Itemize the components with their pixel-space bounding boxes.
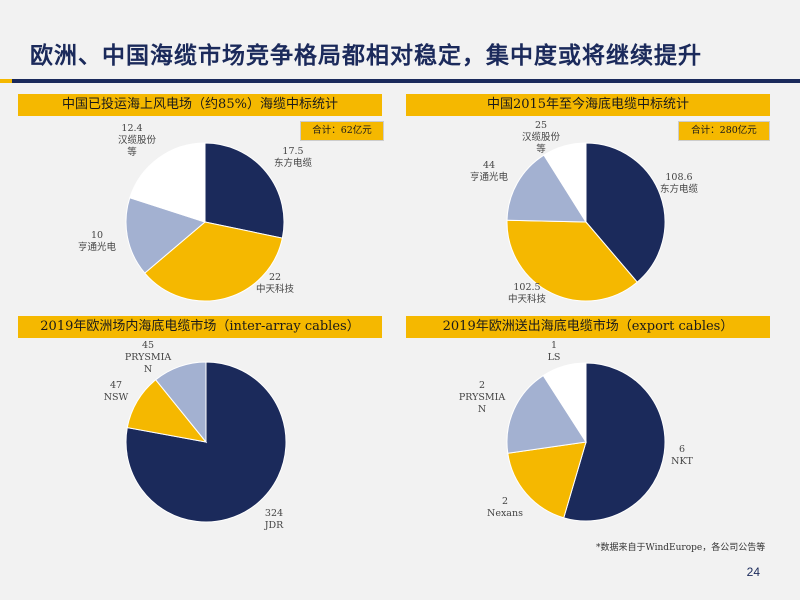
chart-2-label-hanlan-value: 25: [534, 120, 548, 131]
chart-4-slice-3: [506, 374, 587, 454]
chart-2-label-zhongtian: 102.5 中天科技: [502, 282, 552, 306]
chart-2-slice-3: [506, 154, 587, 223]
chart-1-label-hengtong: 10 亨通光电: [72, 230, 122, 254]
title-underline: [0, 79, 800, 83]
chart-1-label-hanlan-value: 12.4: [121, 123, 143, 134]
chart-4-label-nexans-name: Nexans: [487, 508, 523, 519]
chart-4-label-ls-value: 1: [550, 340, 558, 351]
chart-3-label-jdr: 324 JDR: [254, 508, 294, 532]
chart-4-slice-1: [563, 362, 666, 522]
chart-2-label-hengtong: 44 亨通光电: [464, 160, 514, 184]
chart-1-label-zhongtian-value: 22: [268, 272, 282, 283]
chart-3-slice-3: [155, 361, 207, 444]
chart-2-label-hengtong-name: 亨通光电: [469, 172, 508, 183]
chart-2-slice-4: [543, 142, 587, 224]
title-accent-bar: [0, 79, 12, 83]
chart-4-slice-2: [507, 441, 587, 519]
chart-2-slice-2: [506, 219, 638, 302]
page-title: 欧洲、中国海缆市场竞争格局都相对稳定，集中度或将继续提升: [30, 42, 702, 69]
chart-2-label-hanlan: 25 汉缆股份 等: [516, 120, 566, 156]
chart-1-slice-1: [204, 142, 285, 239]
chart-2-label-hengtong-value: 44: [482, 160, 496, 171]
chart-1-label-zhongtian: 22 中天科技: [250, 272, 300, 296]
chart-3-label-prysmian-name-2: N: [143, 364, 153, 375]
chart-4-label-ls-name: LS: [547, 352, 561, 363]
chart-3-label-prysmian-value: 45: [141, 340, 155, 351]
page-number: 24: [746, 565, 760, 579]
chart-4-label-nkt-value: 6: [678, 444, 686, 455]
chart-1-label-hanlan-name-2: 等: [127, 147, 137, 158]
chart-3-label-nsw-value: 47: [109, 380, 123, 391]
chart-1-label-hengtong-value: 10: [90, 230, 104, 241]
chart-2-label-orient-value: 108.6: [665, 172, 693, 183]
chart-3-label-nsw: 47 NSW: [96, 380, 136, 404]
chart-4-label-nexans: 2 Nexans: [480, 496, 530, 520]
chart-2-label-zhongtian-name: 中天科技: [507, 294, 546, 305]
chart-4-label-nkt-name: NKT: [671, 456, 693, 467]
chart-1-title: 中国已投运海上风电场（约85%）海缆中标统计: [18, 94, 382, 116]
chart-4-title: 2019年欧洲送出海底电缆市场（export cables）: [406, 316, 770, 338]
chart-4-label-ls: 1 LS: [534, 340, 574, 364]
chart-1-slice-3: [125, 197, 207, 274]
chart-2-label-hanlan-name-1: 汉缆股份: [521, 132, 560, 143]
chart-4-label-nexans-value: 2: [501, 496, 509, 507]
chart-1-label-hanlan: 12.4 汉缆股份 等: [118, 123, 157, 159]
chart-2-label-orient: 108.6 东方电缆: [654, 172, 704, 196]
chart-4-label-prysmian-name-1: PRYSMIA: [458, 392, 506, 403]
chart-3-label-nsw-name: NSW: [103, 392, 129, 403]
chart-2-label-orient-name: 东方电缆: [659, 184, 698, 195]
chart-2-label-hanlan-name-2: 等: [536, 144, 546, 155]
chart-3-label-prysmian-name-1: PRYSMIA: [124, 352, 172, 363]
chart-3-slice-1: [125, 361, 287, 523]
chart-3-label-prysmian: 45 PRYSMIA N: [118, 340, 178, 376]
chart-1-slice-2: [144, 221, 283, 302]
chart-1-label-orient: 17.5 东方电缆: [268, 146, 318, 170]
chart-1-label-hanlan-name-1: 汉缆股份: [118, 135, 157, 146]
chart-2-slice-1: [585, 142, 666, 283]
chart-1-label-orient-name: 东方电缆: [273, 158, 312, 169]
chart-1-label-orient-value: 17.5: [282, 146, 304, 157]
source-footnote: *数据来自于WindEurope，各公司公告等: [596, 543, 766, 553]
chart-1-total-badge: 合计：62亿元: [300, 121, 384, 141]
chart-3-title: 2019年欧洲场内海底电缆市场（inter-array cables）: [18, 316, 382, 338]
chart-1-label-zhongtian-name: 中天科技: [255, 284, 294, 295]
chart-4-label-prysmian: 2 PRYSMIA N: [452, 380, 512, 416]
chart-3-label-jdr-value: 324: [264, 508, 284, 519]
chart-1-label-hengtong-name: 亨通光电: [77, 242, 116, 253]
chart-4-slice-4: [542, 362, 587, 444]
chart-2-label-zhongtian-value: 102.5: [513, 282, 541, 293]
chart-3-label-jdr-name: JDR: [264, 520, 284, 531]
chart-4-label-nkt: 6 NKT: [662, 444, 702, 468]
chart-1-slice-4: [129, 142, 206, 223]
chart-4-label-prysmian-value: 2: [478, 380, 486, 391]
chart-2-title: 中国2015年至今海底电缆中标统计: [406, 94, 770, 116]
chart-2-total-badge: 合计：280亿元: [678, 121, 770, 141]
chart-4-label-prysmian-name-2: N: [477, 404, 487, 415]
